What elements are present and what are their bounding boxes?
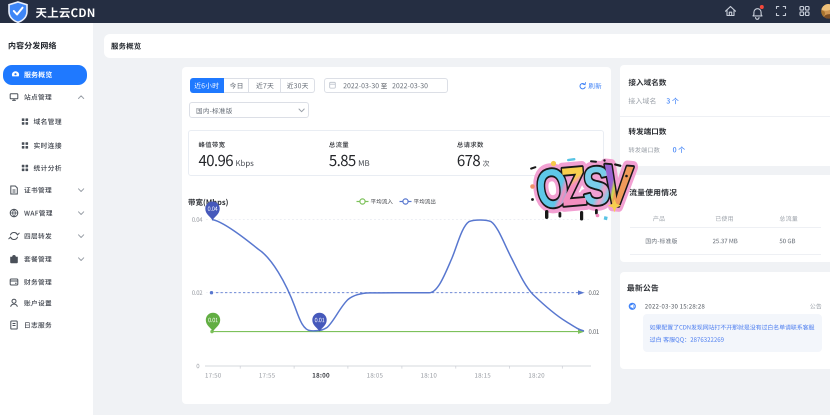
svg-text:V: V xyxy=(600,151,635,219)
svg-text:Z: Z xyxy=(558,157,588,219)
svg-text:S: S xyxy=(582,157,611,218)
svg-text:S: S xyxy=(582,157,611,218)
